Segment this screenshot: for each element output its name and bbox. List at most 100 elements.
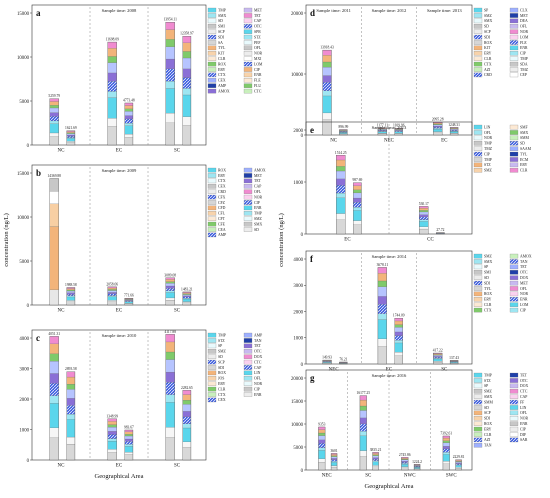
bar-segment: [401, 459, 409, 460]
bar-segment: [322, 82, 332, 91]
panel-subtitle: Sample time: 2014: [372, 254, 407, 259]
legend-swatch: [207, 354, 217, 359]
legend-label: ENR: [254, 73, 262, 77]
legend-label: SAR: [520, 438, 528, 442]
bar-segment: [124, 115, 134, 120]
bar-segment: [433, 125, 443, 128]
bar-segment: [49, 116, 59, 122]
bar-segment: [455, 462, 462, 464]
bar-value-label: 2745.86: [399, 453, 411, 457]
legend-label: SMZ: [254, 217, 262, 221]
bar-value-label: 1621.69: [65, 126, 77, 130]
bar: [318, 426, 326, 471]
legend-label: TMP: [484, 373, 492, 377]
legend-swatch: [207, 167, 217, 173]
bar-segment: [330, 458, 338, 460]
bar-segment: [394, 130, 403, 132]
bar-segment: [433, 123, 443, 125]
bar-segment: [401, 458, 409, 460]
bar-segment: [442, 463, 450, 471]
bar-segment: [377, 286, 387, 297]
y-tick-label: 0: [27, 144, 30, 149]
bar-segment: [182, 68, 192, 78]
legend-swatch: [509, 40, 519, 45]
bar-segment: [107, 289, 117, 291]
bar-segment: [394, 351, 403, 356]
legend-swatch: [207, 7, 217, 13]
bar-segment: [182, 427, 192, 442]
bar-segment: [401, 462, 409, 464]
legend-label: DEA: [520, 19, 528, 23]
bar-segment: [107, 72, 117, 82]
legend-swatch: [473, 394, 483, 399]
bar-segment: [372, 454, 379, 456]
legend-label: SMZ: [218, 350, 226, 354]
bar-segment: [182, 400, 192, 405]
legend-swatch: [243, 386, 253, 392]
bar-segment: [107, 293, 117, 296]
bar-segment: [107, 434, 117, 439]
bar-segment: [318, 450, 326, 459]
bar-segment: [182, 292, 192, 294]
legend-swatch: [207, 40, 217, 45]
legend-swatch: [243, 29, 253, 34]
legend-swatch: [243, 370, 253, 376]
bar-segment: [66, 137, 76, 139]
bar-segment: [66, 131, 76, 133]
legend-swatch: [509, 372, 519, 378]
legend-label: CLR: [520, 169, 528, 173]
legend-swatch: [509, 405, 519, 410]
bar-segment: [377, 319, 387, 339]
bar-segment: [165, 371, 175, 383]
bar-segment: [165, 283, 175, 287]
legend-swatch: [473, 13, 483, 18]
legend-label: NOR: [520, 417, 528, 421]
legend-swatch: [243, 24, 253, 29]
bar-segment: [419, 206, 429, 209]
legend-swatch: [207, 18, 217, 24]
bar-segment: [49, 112, 59, 117]
bar-value-label: 2893.58: [65, 367, 77, 371]
bar-value-label: 2058.06: [106, 282, 118, 286]
legend-swatch: [243, 178, 253, 184]
legend-swatch: [243, 221, 253, 227]
legend-label: SDA: [520, 62, 528, 66]
bar-segment: [359, 405, 367, 411]
panel-subtitle: Sample time: 2012: [372, 8, 407, 13]
legend-label: MET: [520, 281, 529, 285]
legend-swatch: [243, 72, 253, 78]
bar-segment: [359, 417, 367, 424]
bar-segment: [165, 285, 175, 289]
bar-segment: [318, 447, 326, 451]
legend-label: KIT: [484, 46, 491, 50]
bar-segment: [401, 464, 409, 467]
legend-label: CFX: [218, 195, 226, 199]
bar: [339, 129, 348, 136]
bar: [372, 452, 379, 471]
bar-segment: [107, 118, 117, 127]
legend-label: SD: [254, 228, 259, 232]
legend-label: OFL: [484, 131, 492, 135]
bar-segment: [165, 382, 175, 395]
legend-swatch: [473, 7, 483, 13]
legend-swatch: [207, 78, 217, 83]
legend-swatch: [207, 359, 217, 365]
legend-swatch: [473, 416, 483, 421]
bar: [394, 318, 403, 365]
bar-segment: [124, 303, 134, 306]
bar-segment: [165, 341, 175, 353]
legend-swatch: [207, 338, 217, 343]
panel-frame: [31, 164, 207, 306]
bar-segment: [124, 125, 134, 135]
bar-segment: [353, 182, 362, 186]
bar-segment: [124, 431, 134, 435]
legend-label: SDI: [484, 281, 491, 285]
bar-segment: [377, 133, 387, 136]
legend-swatch: [509, 29, 519, 34]
legend-swatch: [473, 24, 483, 29]
bar-value-label: 5259.79: [48, 94, 60, 98]
panel-frame: [305, 250, 473, 365]
y-tick-label: 0: [301, 233, 304, 238]
y-tick-label: 1000: [293, 337, 303, 342]
legend-swatch: [207, 184, 217, 189]
